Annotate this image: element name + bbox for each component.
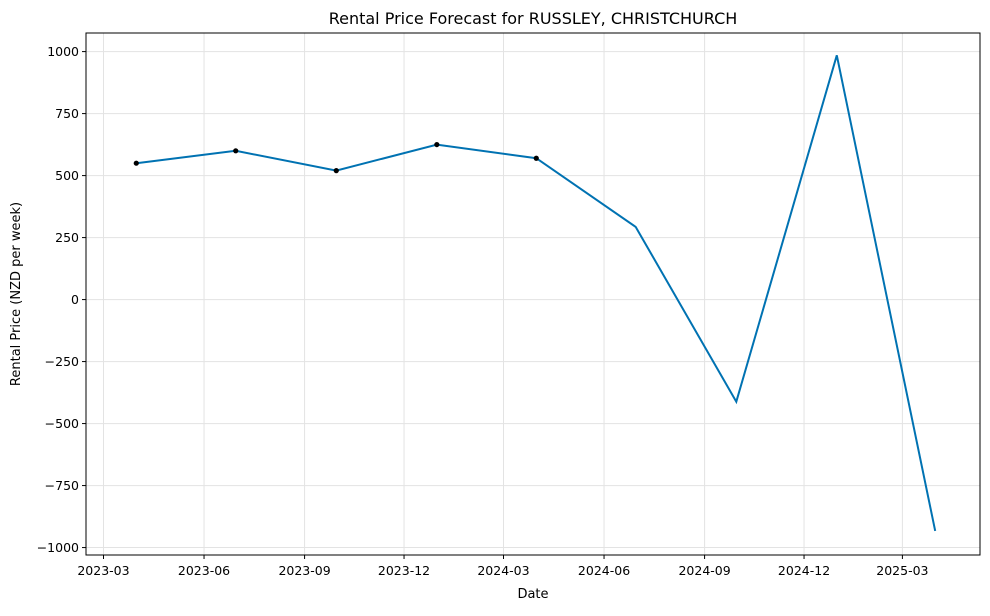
x-tick-label: 2023-06 (178, 563, 230, 578)
observed-points (133, 141, 539, 174)
y-tick-label: −750 (45, 478, 79, 493)
observed-point (333, 168, 339, 174)
x-tick-label: 2024-03 (477, 563, 529, 578)
x-tick-label: 2023-12 (378, 563, 430, 578)
x-axis-ticks: 2023-03 2023-06 2023-09 2023-12 2024-03 2024-… (77, 555, 929, 578)
y-axis-ticks: 1000 750 500 250 0 −250 −500 −750 −1000 (37, 44, 86, 555)
y-tick-label: −1000 (37, 540, 79, 555)
y-tick-label: 0 (71, 292, 79, 307)
observed-point (533, 155, 539, 161)
y-tick-label: −500 (45, 416, 79, 431)
x-tick-label: 2024-09 (678, 563, 730, 578)
y-tick-label: 250 (55, 230, 79, 245)
plot-frame (85, 32, 981, 556)
observed-point (233, 148, 239, 154)
y-tick-label: −250 (45, 354, 79, 369)
y-tick-label: 500 (55, 168, 79, 183)
x-tick-label: 2024-06 (578, 563, 630, 578)
observed-point (133, 160, 139, 166)
x-tick-label: 2023-03 (77, 563, 129, 578)
x-tick-label: 2023-09 (278, 563, 330, 578)
x-tick-label: 2025-03 (876, 563, 928, 578)
observed-point (434, 141, 440, 148)
grid (86, 33, 980, 555)
y-tick-label: 1000 (47, 44, 79, 59)
chart-title: Rental Price Forecast for RUSSLEY, CHRIS… (329, 9, 738, 28)
x-tick-label: 2024-12 (778, 563, 830, 578)
x-axis-label: Date (517, 587, 548, 602)
y-tick-label: 750 (55, 106, 79, 121)
y-axis-label: Rental Price (NZD per week) (9, 202, 24, 386)
